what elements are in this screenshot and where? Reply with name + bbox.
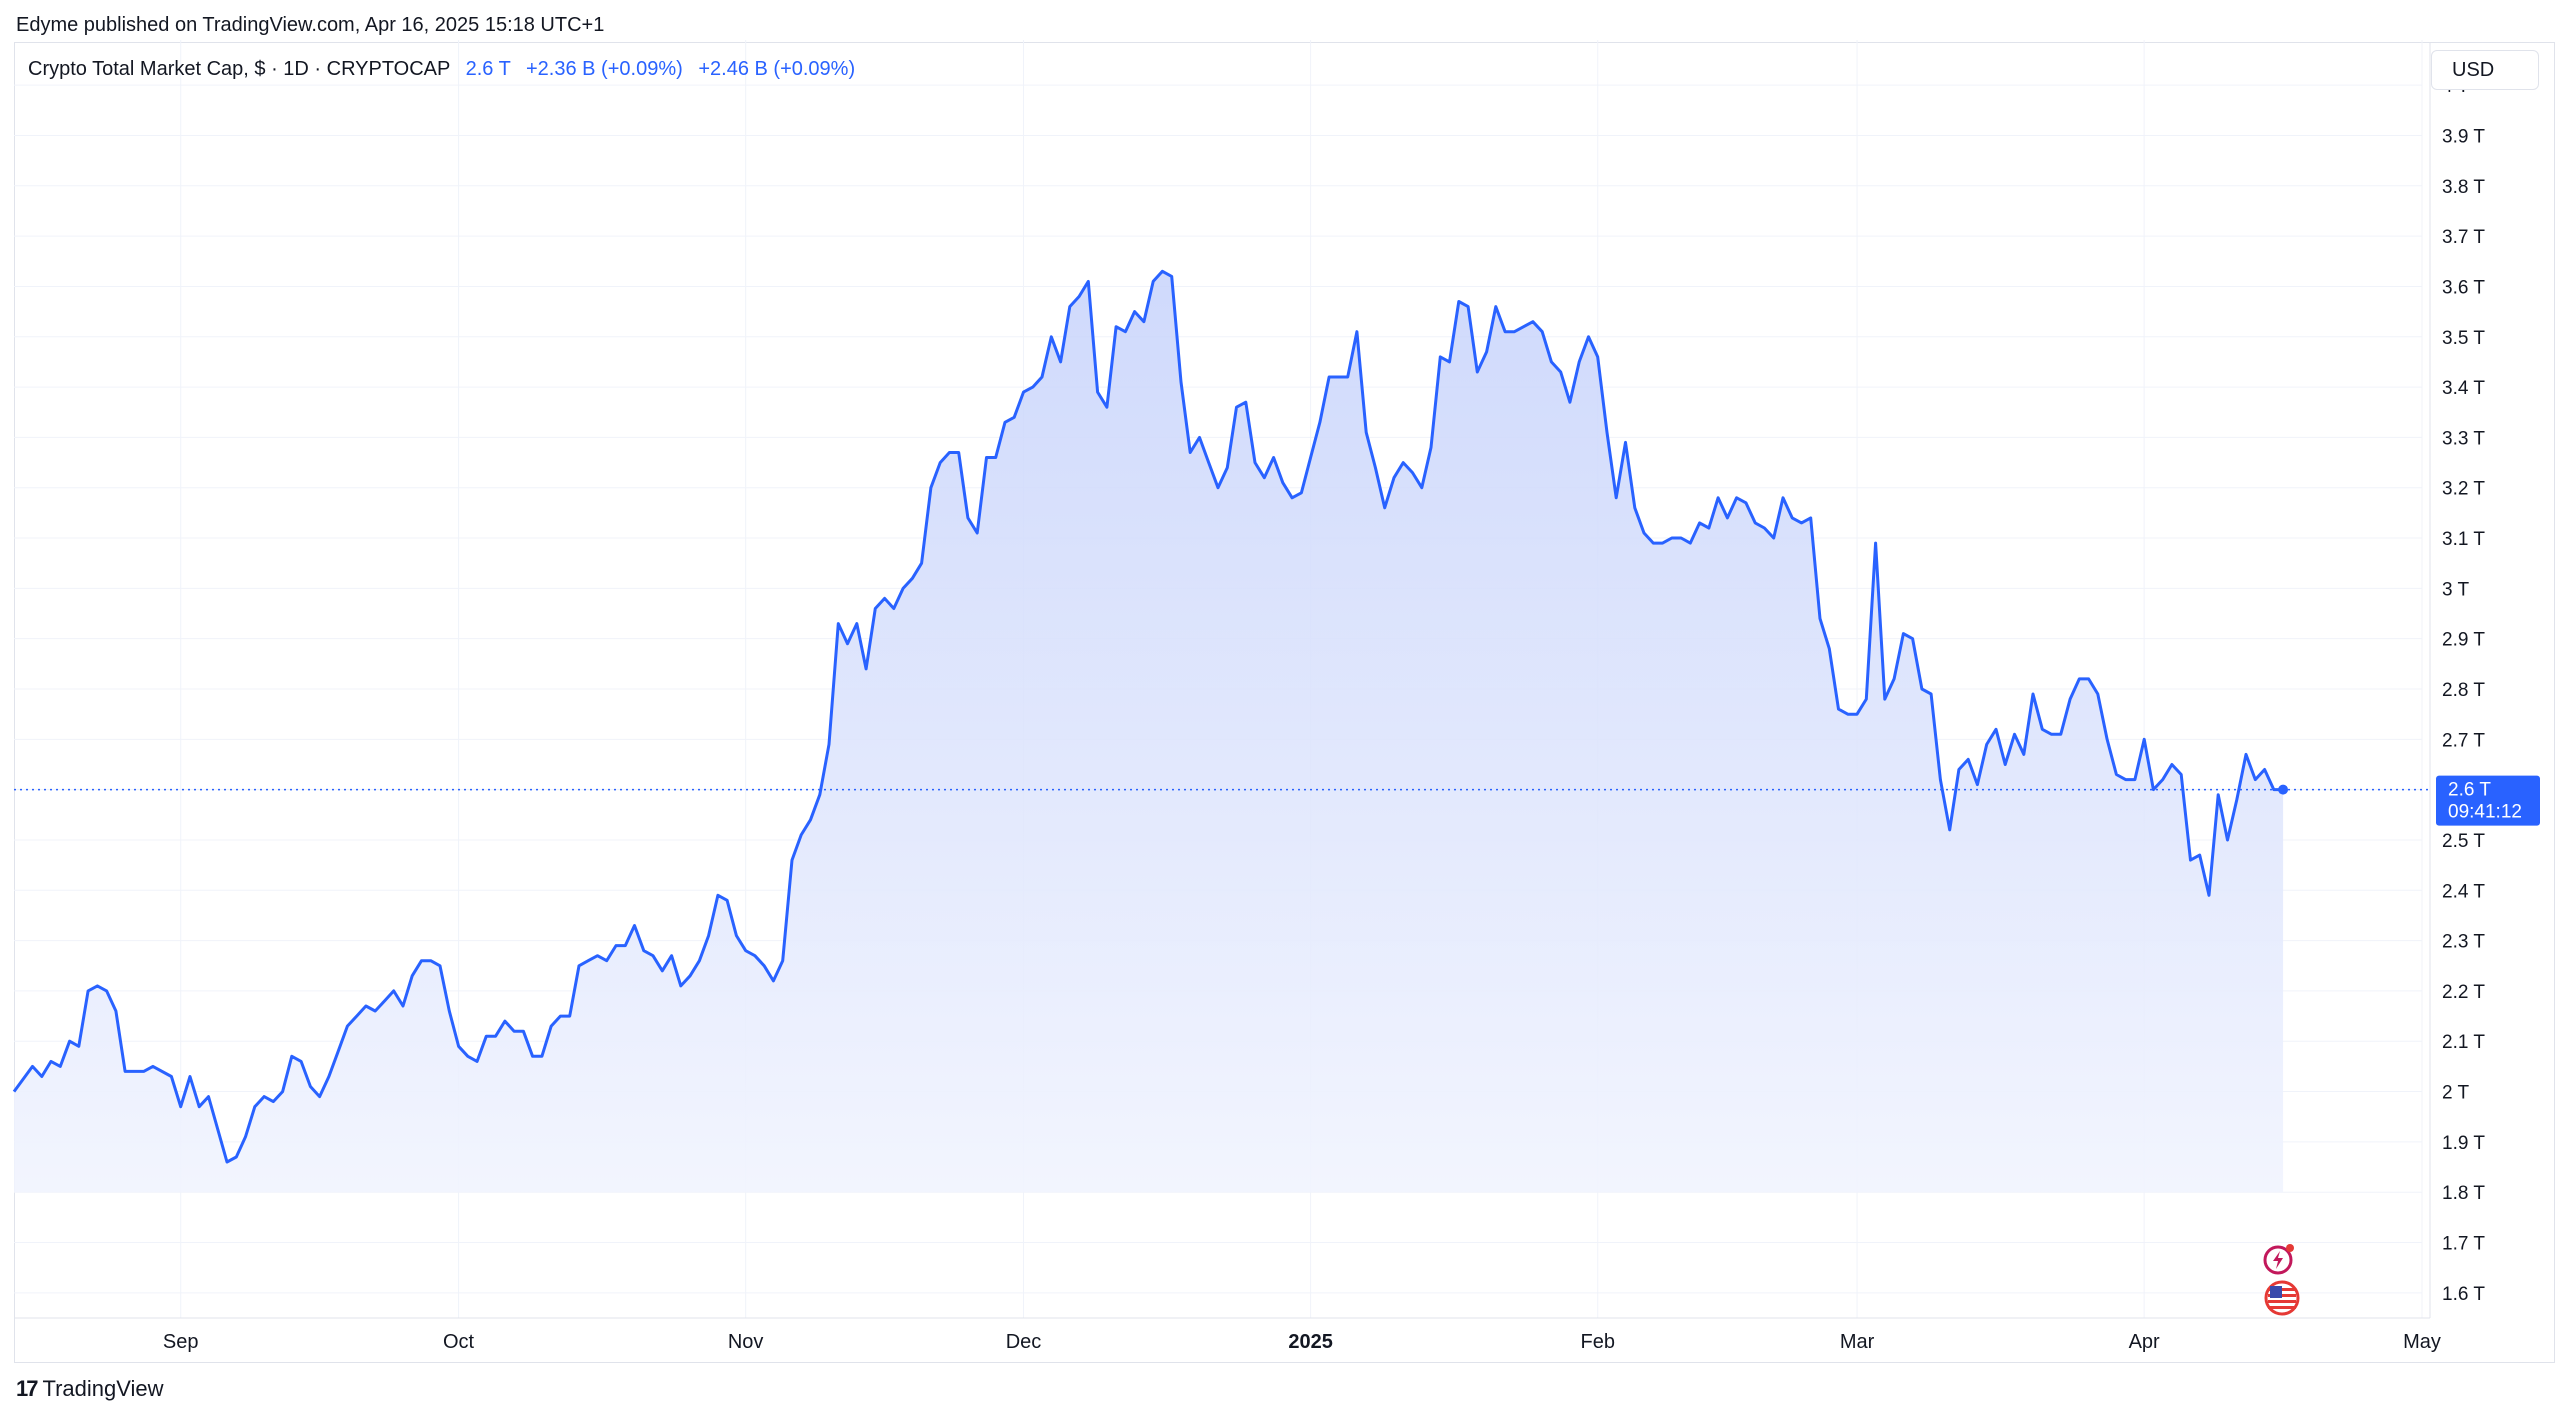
lightning-icon[interactable] bbox=[2262, 1242, 2296, 1276]
chart-legend: Crypto Total Market Cap, $ · 1D · CRYPTO… bbox=[28, 58, 855, 81]
y-tick-label: 3.3 T bbox=[2442, 428, 2485, 449]
currency-button[interactable]: USD bbox=[2431, 50, 2539, 90]
legend-change-alt: +2.46 B (+0.09%) bbox=[698, 58, 856, 80]
current-price-value: 2.6 T bbox=[2448, 780, 2491, 801]
y-tick-label: 3.2 T bbox=[2442, 479, 2485, 500]
x-tick-label: Mar bbox=[1840, 1331, 1875, 1353]
y-tick-label: 2.5 T bbox=[2442, 831, 2485, 852]
x-tick-label: Dec bbox=[1006, 1331, 1042, 1353]
y-tick-label: 1.6 T bbox=[2442, 1284, 2485, 1305]
y-tick-label: 2.7 T bbox=[2442, 730, 2485, 751]
brand-name: TradingView bbox=[42, 1376, 164, 1401]
series-line bbox=[12, 269, 2284, 1164]
legend-symbol[interactable]: Crypto Total Market Cap, $ · 1D · CRYPTO… bbox=[28, 58, 451, 80]
publisher-line: Edyme published on TradingView.com, Apr … bbox=[16, 14, 605, 36]
current-price-label bbox=[2436, 775, 2540, 826]
y-tick-label: 1.8 T bbox=[2442, 1183, 2485, 1204]
y-tick-label: 3.5 T bbox=[2442, 328, 2485, 349]
x-tick-label: Oct bbox=[443, 1331, 475, 1353]
y-tick-label: 3.4 T bbox=[2442, 378, 2485, 399]
x-tick-label: Apr bbox=[2129, 1331, 2160, 1353]
x-tick-label: May bbox=[2403, 1331, 2441, 1353]
tradingview-brand[interactable]: 17 TradingView bbox=[16, 1376, 164, 1402]
tradingview-logo-icon: 17 bbox=[16, 1376, 39, 1401]
y-tick-label: 3.8 T bbox=[2442, 177, 2485, 198]
x-tick-label: 2025 bbox=[1288, 1331, 1333, 1353]
y-tick-label: 2.8 T bbox=[2442, 680, 2485, 701]
x-tick-label: Feb bbox=[1580, 1331, 1614, 1353]
legend-last-price: 2.6 T bbox=[465, 58, 511, 80]
y-tick-label: 2.1 T bbox=[2442, 1032, 2485, 1053]
last-point-marker bbox=[2278, 784, 2289, 795]
y-tick-label: 1.9 T bbox=[2442, 1133, 2485, 1154]
y-tick-label: 3.9 T bbox=[2442, 126, 2485, 147]
us-flag-icon[interactable] bbox=[2262, 1280, 2302, 1316]
area-fill bbox=[14, 271, 2284, 1193]
chart-frame bbox=[14, 42, 2555, 1363]
y-tick-label: 3.7 T bbox=[2442, 227, 2485, 248]
y-tick-label: 2.4 T bbox=[2442, 881, 2485, 902]
y-tick-label: 1.7 T bbox=[2442, 1234, 2485, 1255]
y-tick-label: 3.1 T bbox=[2442, 529, 2485, 550]
y-tick-label: 2 T bbox=[2442, 1083, 2470, 1104]
y-tick-label: 2.3 T bbox=[2442, 932, 2485, 953]
x-tick-label: Nov bbox=[728, 1331, 764, 1353]
y-tick-label: 2.2 T bbox=[2442, 982, 2485, 1003]
y-tick-label: 2.9 T bbox=[2442, 630, 2485, 651]
legend-change: +2.36 B (+0.09%) bbox=[526, 58, 683, 80]
y-tick-label: 3 T bbox=[2442, 579, 2470, 600]
x-tick-label: Sep bbox=[163, 1331, 199, 1353]
y-tick-label: 3.6 T bbox=[2442, 277, 2485, 298]
bar-countdown: 09:41:12 bbox=[2448, 802, 2522, 823]
